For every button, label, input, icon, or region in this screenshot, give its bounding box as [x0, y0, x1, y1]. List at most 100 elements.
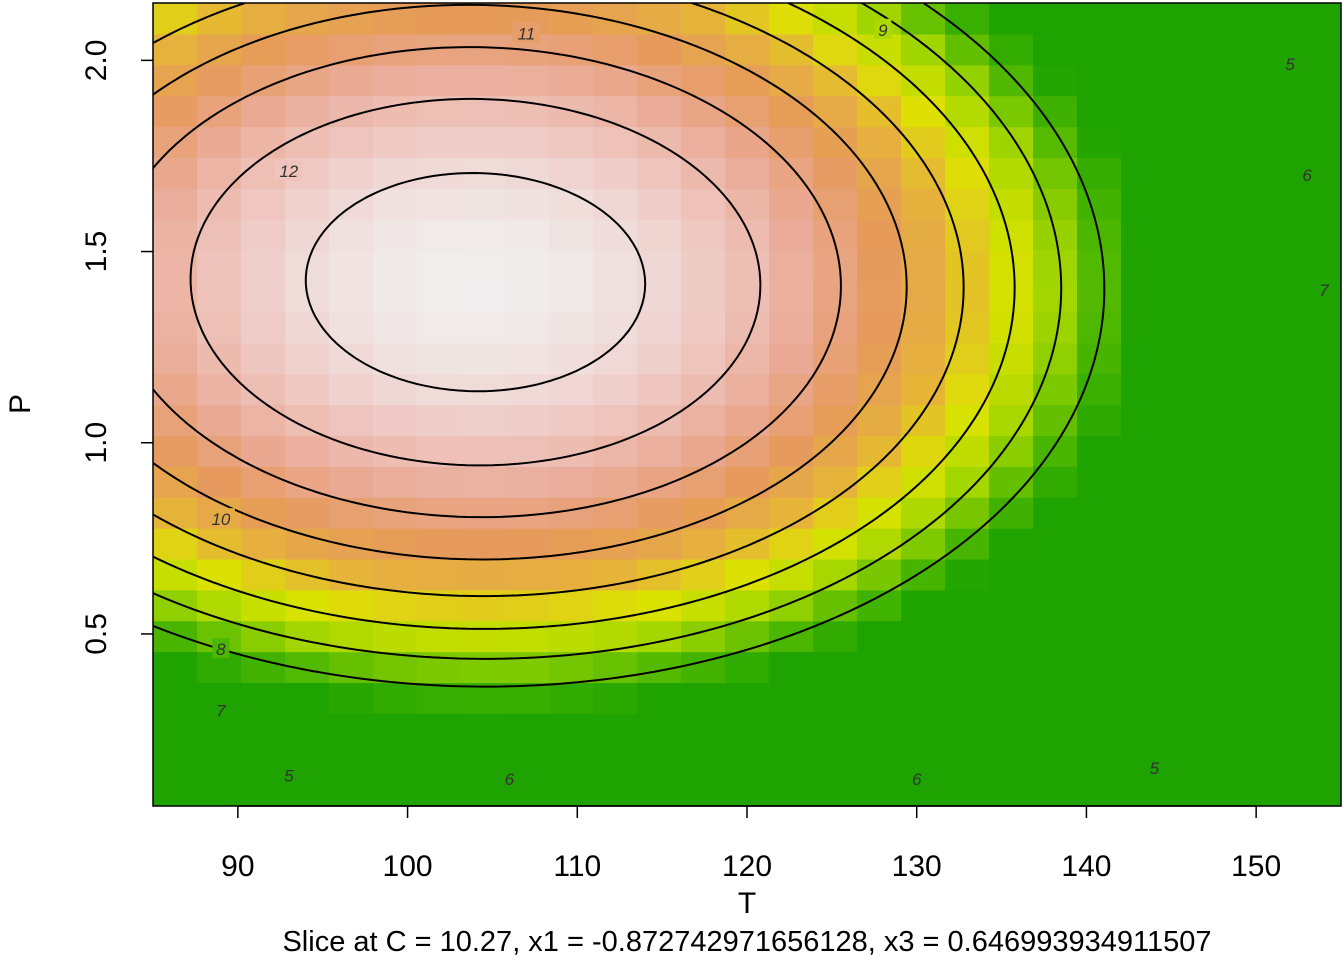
heatmap-cell	[989, 188, 1034, 220]
heatmap-cell	[285, 373, 330, 406]
contour-lines	[153, 3, 1106, 688]
contour-label: 9	[878, 21, 888, 40]
heatmap-cell	[417, 620, 462, 653]
heatmap-cell	[901, 620, 946, 653]
heatmap-cell	[1077, 713, 1122, 745]
x-axis-title: T	[738, 887, 756, 920]
contour-line-7	[153, 3, 1016, 630]
heatmap-cell	[329, 404, 374, 436]
heatmap-cell	[1077, 280, 1122, 313]
heatmap-cell	[417, 682, 462, 714]
heatmap-cell	[1077, 775, 1122, 806]
contour-label: 5	[284, 766, 294, 785]
heatmap-cell	[329, 188, 374, 220]
y-axis-title: P	[4, 394, 37, 414]
heatmap-cell	[813, 188, 858, 220]
heatmap-cell	[1033, 3, 1078, 35]
heatmap-cell	[153, 713, 198, 745]
heatmap-cell	[989, 620, 1034, 653]
heatmap-cell	[197, 558, 242, 591]
heatmap-cell	[1165, 250, 1210, 282]
heatmap-cell	[813, 435, 858, 467]
heatmap-cell	[857, 157, 902, 189]
heatmap-cell	[329, 342, 374, 375]
heatmap-cell	[505, 250, 550, 282]
heatmap-cell	[461, 620, 506, 653]
heatmap-cell	[285, 64, 330, 97]
heatmap-cell	[153, 466, 198, 498]
heatmap-cell	[505, 311, 550, 344]
heatmap-cell	[197, 250, 242, 282]
heatmap-cell	[989, 682, 1034, 714]
heatmap-cell	[593, 435, 638, 467]
heatmap-cell	[989, 775, 1034, 806]
heatmap-cell	[725, 713, 770, 745]
heatmap-cell	[1209, 157, 1254, 189]
heatmap-cell	[857, 620, 902, 653]
heatmap-cell	[1253, 713, 1298, 745]
heatmap-cell	[813, 682, 858, 714]
heatmap-cell	[461, 528, 506, 560]
heatmap-cell	[549, 589, 594, 622]
heatmap-cell	[901, 435, 946, 467]
heatmap-cell	[285, 95, 330, 128]
heatmap-cell	[725, 466, 770, 498]
heatmap-cell	[1209, 528, 1254, 560]
heatmap-cell	[329, 373, 374, 406]
heatmap-cell	[373, 713, 418, 745]
heatmap-cell	[417, 713, 462, 745]
heatmap-cell	[813, 250, 858, 282]
heatmap-cell	[1165, 373, 1210, 406]
heatmap-cell	[1165, 188, 1210, 220]
heatmap-cell	[197, 744, 242, 776]
heatmap-cell	[945, 651, 990, 684]
heatmap-cell	[241, 250, 286, 282]
heatmap-cell	[505, 713, 550, 745]
heatmap-cell	[1165, 311, 1210, 344]
heatmap-cell	[857, 682, 902, 714]
heatmap-cell	[989, 95, 1034, 128]
heatmap-cell	[989, 558, 1034, 591]
heatmap-cell	[857, 651, 902, 684]
heatmap-cell	[241, 620, 286, 653]
heatmap-cell	[989, 744, 1034, 776]
heatmap-cell	[593, 404, 638, 436]
heatmap-cell	[329, 280, 374, 313]
heatmap-cell	[901, 280, 946, 313]
heatmap-cell	[461, 713, 506, 745]
heatmap-cell	[461, 682, 506, 714]
heatmap-cell	[769, 126, 814, 159]
heatmap-cell	[945, 33, 990, 66]
heatmap-cell	[593, 528, 638, 560]
heatmap-cell	[989, 280, 1034, 313]
heatmap-cell	[1165, 528, 1210, 560]
heatmap-cell	[241, 497, 286, 529]
heatmap-cell	[241, 744, 286, 776]
heatmap-cell	[769, 651, 814, 684]
heatmap-cell	[1297, 33, 1341, 66]
heatmap-cell	[1033, 682, 1078, 714]
heatmap-cell	[461, 373, 506, 406]
heatmap-cell	[1297, 651, 1341, 684]
heatmap-cell	[813, 126, 858, 159]
heatmap-cell	[1121, 435, 1166, 467]
heatmap-cell	[549, 250, 594, 282]
heatmap-cell	[1165, 558, 1210, 591]
heatmap-cell	[769, 497, 814, 529]
heatmap-cell	[945, 219, 990, 251]
y-tick-label: 1.0	[80, 422, 113, 464]
heatmap-cell	[989, 126, 1034, 159]
heatmap-cell	[373, 157, 418, 189]
heatmap-cell	[813, 157, 858, 189]
heatmap-cell	[813, 95, 858, 128]
heatmap-cell	[329, 713, 374, 745]
heatmap-cell	[505, 528, 550, 560]
heatmap-cell	[417, 466, 462, 498]
heatmap-cell	[329, 157, 374, 189]
heatmap-cell	[461, 497, 506, 529]
heatmap-cell	[461, 435, 506, 467]
heatmap-cell	[769, 404, 814, 436]
heatmap-cell	[945, 64, 990, 97]
heatmap-cell	[725, 558, 770, 591]
heatmap-cell	[197, 435, 242, 467]
